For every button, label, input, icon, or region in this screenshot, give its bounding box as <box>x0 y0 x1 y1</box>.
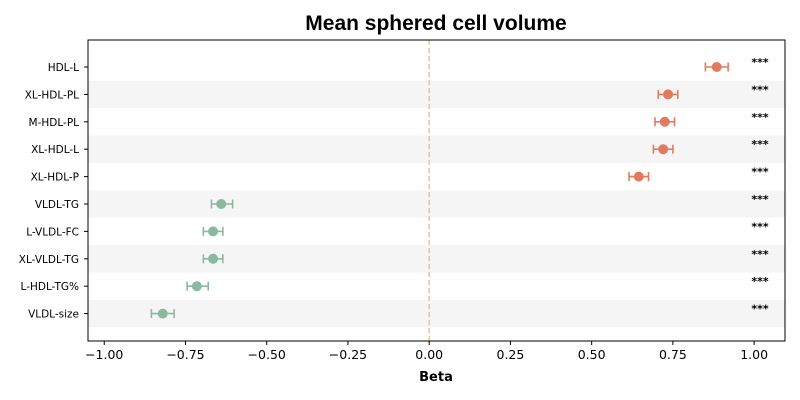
y-tick-label: XL-VLDL-TG <box>19 254 79 266</box>
x-tick-label: −0.75 <box>166 347 204 362</box>
data-point <box>663 89 674 100</box>
data-point-group: *** <box>210 193 769 209</box>
x-tick-label: −0.25 <box>329 347 367 362</box>
significance-label: *** <box>751 303 769 316</box>
y-tick-label: VLDL-TG <box>35 199 79 211</box>
y-tick-label: HDL-L <box>48 62 79 74</box>
data-point-group: *** <box>654 111 769 127</box>
data-point <box>208 253 219 264</box>
x-tick-label: 0.00 <box>415 347 443 362</box>
significance-label: *** <box>751 56 769 69</box>
data-point <box>216 199 227 209</box>
x-tick-label: 0.25 <box>497 347 525 362</box>
y-tick-label: XL-HDL-L <box>31 144 79 156</box>
plot-frame <box>87 39 786 342</box>
data-point <box>659 116 670 127</box>
significance-label: *** <box>751 193 769 206</box>
data-point-group: *** <box>186 275 769 292</box>
x-tick-label: 0.75 <box>659 347 687 362</box>
row-shade <box>88 299 785 328</box>
significance-label: *** <box>751 248 769 261</box>
x-tick-label: −1.00 <box>85 347 123 362</box>
significance-label: *** <box>751 166 769 179</box>
significance-label: *** <box>751 83 769 96</box>
y-tick-label: XL-HDL-PL <box>25 89 79 101</box>
x-axis-label: Beta <box>419 370 453 385</box>
y-axis: HDL-L XL-HDL-PL M-HDL-PL XL-HDL-L XL-HDL-P VL… <box>19 62 88 321</box>
y-tick-label: L-VLDL-FC <box>26 226 79 238</box>
data-point-group: *** <box>652 138 769 155</box>
data-point-group: *** <box>704 56 769 72</box>
data-point-group: *** <box>202 248 769 264</box>
x-tick-label: −0.50 <box>248 347 286 362</box>
data-point <box>157 308 168 319</box>
data-point-group: *** <box>202 220 769 237</box>
data-point-group: *** <box>150 303 769 319</box>
significance-label: *** <box>751 111 769 124</box>
x-tick-label: 0.50 <box>578 347 606 362</box>
y-tick-label: M-HDL-PL <box>29 117 80 129</box>
data-point <box>208 226 219 237</box>
data-point <box>191 281 202 292</box>
data-marks: *** *** *** *** *** *** *** *** *** *** <box>150 56 769 319</box>
data-point <box>711 62 722 72</box>
row-shade <box>88 80 785 109</box>
significance-label: *** <box>751 220 769 233</box>
x-tick-label: 1.00 <box>740 347 768 362</box>
data-point <box>633 171 644 182</box>
y-tick-label: VLDL-size <box>28 309 79 321</box>
row-shade <box>88 135 785 163</box>
data-point <box>658 144 669 155</box>
data-point-group: *** <box>628 166 769 182</box>
row-shading <box>88 80 785 328</box>
significance-label: *** <box>751 275 769 288</box>
data-point-group: *** <box>657 83 769 100</box>
significance-label: *** <box>751 138 769 151</box>
row-shade <box>88 190 785 218</box>
row-shade <box>88 245 785 273</box>
x-axis: −1.00 −0.75 −0.50 −0.25 0.00 0.25 0.50 0.75 1.00 <box>85 341 768 362</box>
y-tick-label: L-HDL-TG% <box>21 281 79 293</box>
chart-title: Mean sphered cell volume <box>305 12 566 35</box>
y-tick-label: XL-HDL-P <box>31 172 79 184</box>
